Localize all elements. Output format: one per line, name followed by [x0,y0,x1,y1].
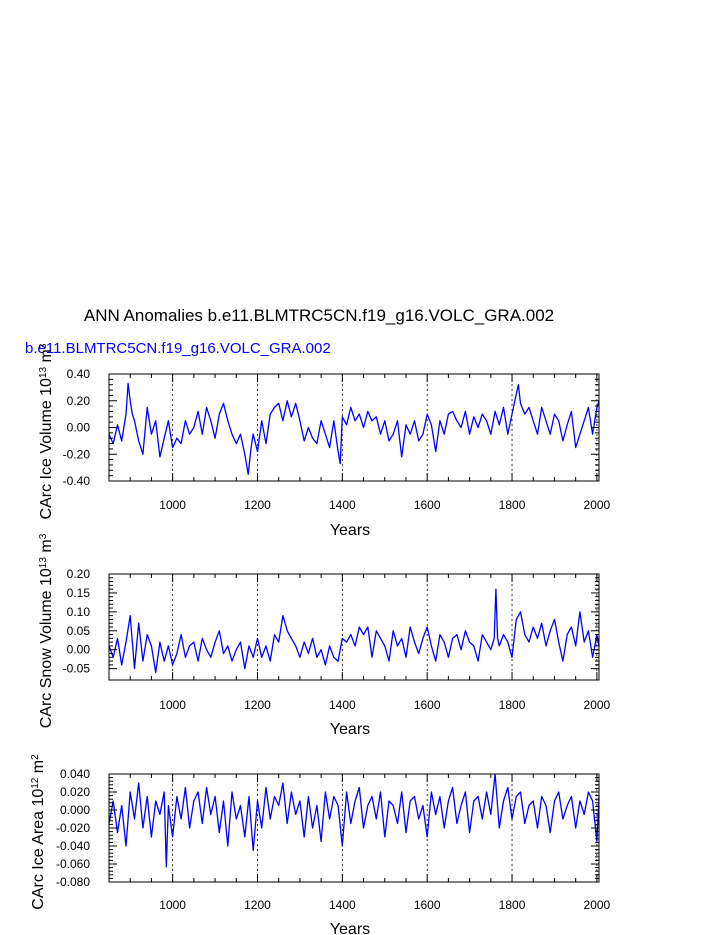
y-axis-title-text: CArc Ice Area 10 [30,789,47,910]
y-tick-label: -0.20 [63,447,91,461]
snow-volume-panel: 1000 1200 1400 1600 1800 2000 -0.05 0.00 0.05 0.1… [38,533,611,738]
y-tick-label: -0.020 [56,821,90,835]
x-tick-label: 1000 [159,698,186,712]
y-axis-title: CArc Ice Area 1012 m2 [30,754,48,910]
y-axis-title: CArc Snow Volume 1013 m3 [38,533,56,728]
y-tick-label: -0.060 [56,857,90,871]
y-tick-label: -0.080 [56,875,90,889]
x-axis-title: Years [330,721,370,738]
y-axis-title-unit: m [30,760,47,778]
x-axis-title: Years [330,522,370,539]
x-tick-label: 2000 [584,698,611,712]
y-tick-label: 0.05 [67,624,91,638]
snow-volume-plot-frame [108,573,600,681]
x-tick-label: 1800 [499,498,526,512]
ice-volume-panel: 1000 1200 1400 1600 1800 2000 -0.40 -0.20 0.00 0.… [38,343,611,539]
y-axis-title-unit: m [38,539,55,557]
main-title: ANN Anomalies b.e11.BLMTRC5CN.f19_g16.VO… [84,306,554,325]
y-tick-label: 0.00 [67,643,91,657]
x-tick-label: 2000 [584,898,611,912]
x-tick-label: 1200 [244,898,271,912]
y-tick-label: 0.20 [67,567,91,581]
x-tick-label: 1200 [244,498,271,512]
y-tick-label: 0.040 [60,767,90,781]
y-tick-label: 0.20 [67,394,91,408]
ice-volume-plot-frame [108,373,600,482]
x-tick-label: 1400 [329,698,356,712]
ice-area-plot-frame [108,773,600,883]
x-tick-label: 1600 [414,498,441,512]
run-label: b.e11.BLMTRC5CN.f19_g16.VOLC_GRA.002 [25,340,331,357]
y-axis-title-unit-exponent: 3 [38,343,49,349]
y-tick-label: 0.40 [67,367,91,381]
y-tick-label: -0.05 [63,662,91,676]
x-axis-title: Years [330,921,370,935]
y-axis-title-text: CArc Ice Volume 10 [38,378,55,520]
x-tick-label: 1600 [414,698,441,712]
y-axis-title-unit-exponent: 2 [30,754,41,760]
ice-area-panel: 1000 1200 1400 1600 1800 2000 -0.080 -0.060 -0.0… [30,754,611,935]
x-tick-label: 1400 [329,898,356,912]
y-tick-label: 0.000 [60,803,90,817]
x-tick-label: 1400 [329,498,356,512]
y-axis-title-unit: m [38,349,55,367]
y-tick-label: 0.15 [67,586,91,600]
y-tick-label: 0.020 [60,785,90,799]
x-tick-label: 1800 [499,698,526,712]
snow-volume-series-line [108,588,600,674]
x-tick-label: 1200 [244,698,271,712]
x-tick-label: 1800 [499,898,526,912]
y-axis-title: CArc Ice Volume 1013 m3 [38,343,56,519]
y-axis-title-text: CArc Snow Volume 10 [38,568,55,728]
x-tick-label: 1000 [159,898,186,912]
y-tick-label: 0.00 [67,421,91,435]
y-axis-title-exponent: 13 [38,557,49,569]
y-tick-label: -0.40 [63,474,91,488]
y-tick-label: 0.10 [67,605,91,619]
x-tick-label: 2000 [584,498,611,512]
y-axis-title-exponent: 13 [38,366,49,378]
y-axis-title-exponent: 12 [30,777,41,789]
ice-area-series-line [108,773,600,868]
x-tick-label: 1600 [414,898,441,912]
ice-volume-series-line [108,382,600,475]
y-axis-title-unit-exponent: 3 [38,533,49,539]
y-tick-label: -0.040 [56,839,90,853]
x-tick-label: 1000 [159,498,186,512]
